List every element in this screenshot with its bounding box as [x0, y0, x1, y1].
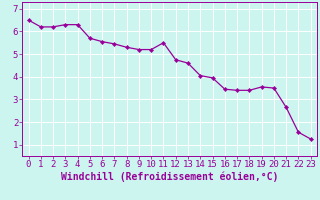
X-axis label: Windchill (Refroidissement éolien,°C): Windchill (Refroidissement éolien,°C): [61, 172, 278, 182]
